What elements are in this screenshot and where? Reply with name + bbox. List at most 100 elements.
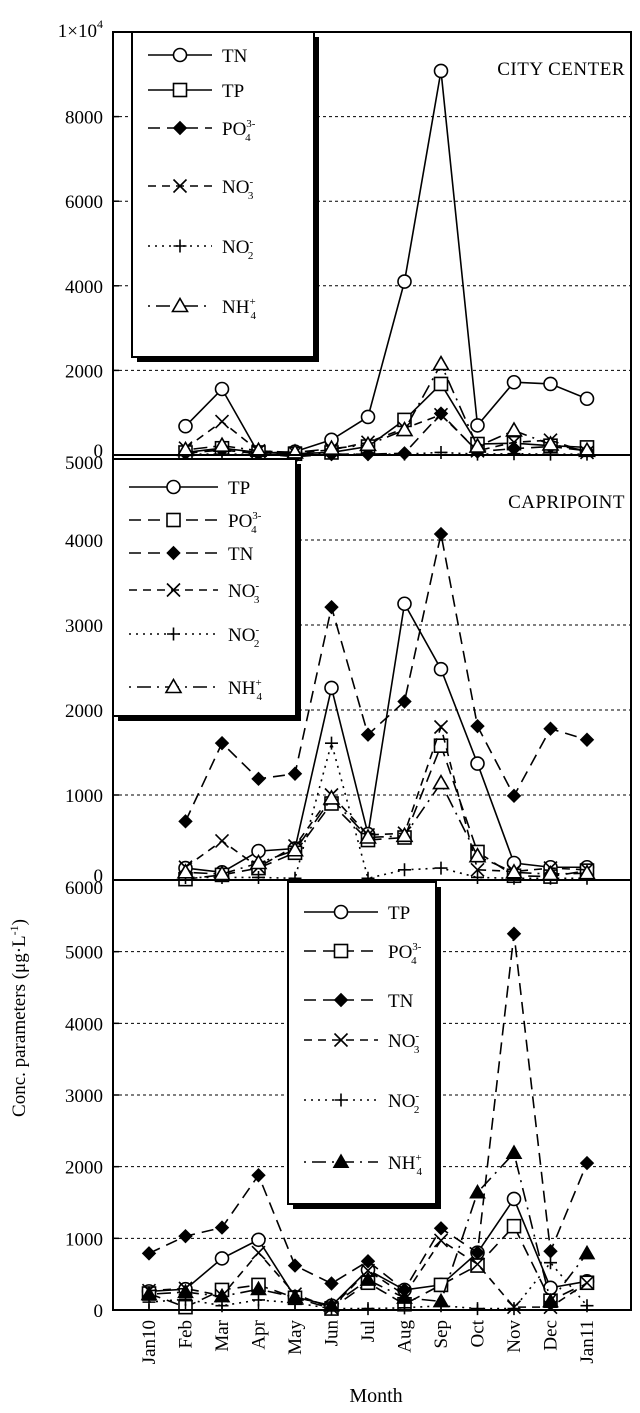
y-tick-label: 1000 [65,1229,103,1250]
data-point [432,354,450,371]
series-2 [178,738,595,887]
data-point [470,862,485,877]
legend-marker [332,1153,350,1168]
data-point [360,1263,376,1278]
legend-marker [167,627,180,641]
x-tick-label: Jan10 [139,1320,160,1364]
data-point [322,789,341,805]
x-axis-label: Month [349,1385,402,1407]
panel-2: 010002000300040005000TPPO3-4TNNO-3NO-2NH… [65,453,632,887]
data-point [397,694,412,709]
legend-marker [334,1093,348,1107]
data-point [249,853,268,870]
data-point [433,1233,449,1248]
data-point [578,864,596,880]
y-tick-label: 1×104 [58,17,103,42]
panel-1: 020004000600080001×104TNTPPO3-4NO-3NO-2N… [58,17,632,464]
legend-marker [173,239,187,253]
series-5 [179,736,594,885]
legend-label: NO-2 [228,624,259,650]
data-point [468,847,487,863]
legend-label: NO-3 [228,580,260,606]
series-line [184,533,588,822]
legend-marker [333,904,349,920]
x-tick-label: Dec [541,1320,562,1351]
data-point [433,719,449,735]
data-point [433,1277,449,1293]
x-tick-label: Nov [504,1320,525,1353]
legend-marker [166,582,181,598]
data-point [543,721,558,736]
data-point [433,63,449,79]
data-point [287,1258,303,1273]
data-point [360,727,376,742]
data-point [579,1275,595,1290]
data-point [178,1228,193,1244]
data-point [178,814,193,829]
data-point [544,1256,557,1270]
y-axis-label: Conc. parameters (μg·L-1) [7,919,30,1117]
data-point [506,926,522,941]
data-point [141,1246,157,1261]
data-point [395,826,414,843]
series-line [185,413,588,454]
data-point [395,420,414,437]
data-point [359,435,377,452]
data-point [505,863,523,879]
data-point [507,447,521,461]
data-point [214,1251,230,1266]
data-point [249,441,268,458]
legend-label: TN [388,991,414,1012]
y-tick-label: 4000 [65,277,103,298]
y-tick-label: 3000 [65,1086,103,1107]
legend-box [287,881,437,1205]
series-line [185,382,588,455]
legend-marker [172,47,188,63]
data-point [470,418,485,433]
data-point [433,1221,449,1236]
data-point [214,414,230,429]
x-tick-label: Apr [249,1319,270,1349]
y-tick-label: 8000 [65,108,103,129]
data-point [396,1289,413,1304]
data-point [506,1191,522,1207]
data-point [324,680,339,696]
data-point [286,841,304,857]
y-tick-label: 2000 [65,701,103,722]
legend-marker [172,120,188,136]
x-tick-label: Jan11 [577,1320,598,1364]
legend-marker [333,1032,349,1048]
data-point [432,773,450,790]
legend-label: TN [228,544,254,565]
series-3 [178,526,595,829]
data-point [324,599,339,615]
legend-label: NO-3 [388,1030,420,1056]
data-point [360,1254,376,1269]
y-tick-label: 0 [94,441,104,462]
data-point [433,526,449,542]
legend-box [112,458,297,717]
data-point [287,766,303,781]
series-1 [178,63,595,461]
legend-label: PO3-4 [388,941,422,967]
x-tick-label: Aug [395,1320,416,1353]
legend-marker [166,512,181,528]
data-point [578,441,596,458]
data-point [177,1283,194,1299]
data-point [433,376,449,392]
data-point [398,863,411,877]
data-point [360,409,376,425]
data-point [470,756,485,771]
series-6 [176,354,596,459]
data-point [397,596,412,612]
y-tick-label: 0 [94,1301,104,1322]
data-point [543,1280,558,1296]
data-point [579,391,595,407]
data-point [140,1285,158,1301]
data-point [214,735,230,751]
data-point [252,870,265,884]
series-6 [176,773,596,881]
data-point [470,1245,485,1260]
